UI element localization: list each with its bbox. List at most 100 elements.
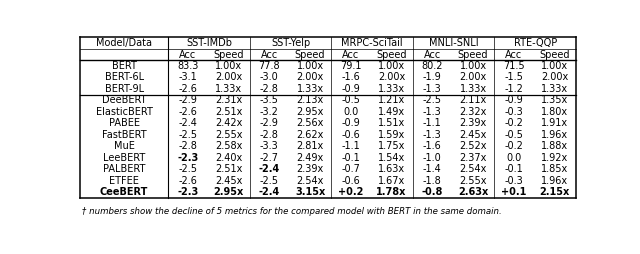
Text: 2.95x: 2.95x (213, 187, 244, 197)
Text: 2.00x: 2.00x (215, 72, 242, 82)
Text: PABEE: PABEE (109, 118, 140, 128)
Text: 1.54x: 1.54x (378, 153, 405, 163)
Text: Speed: Speed (213, 50, 244, 59)
Text: 2.42x: 2.42x (215, 118, 242, 128)
Text: 2.45x: 2.45x (215, 176, 242, 185)
Text: -1.4: -1.4 (423, 164, 442, 174)
Text: RTE-QQP: RTE-QQP (514, 38, 557, 48)
Text: 1.33x: 1.33x (541, 84, 568, 94)
Text: -1.2: -1.2 (504, 84, 524, 94)
Text: 1.85x: 1.85x (541, 164, 568, 174)
Text: -2.4: -2.4 (179, 118, 197, 128)
Text: -0.9: -0.9 (341, 84, 360, 94)
Text: 2.39x: 2.39x (296, 164, 324, 174)
Text: 2.51x: 2.51x (215, 107, 242, 117)
Text: 77.8: 77.8 (259, 61, 280, 71)
Text: 71.5: 71.5 (503, 61, 525, 71)
Text: 1.00x: 1.00x (378, 61, 405, 71)
Text: -3.5: -3.5 (260, 95, 278, 105)
Text: 2.00x: 2.00x (378, 72, 405, 82)
Text: 1.59x: 1.59x (378, 130, 405, 140)
Text: -3.0: -3.0 (260, 72, 278, 82)
Text: -1.0: -1.0 (423, 153, 442, 163)
Text: -0.5: -0.5 (504, 130, 524, 140)
Text: -1.6: -1.6 (341, 72, 360, 82)
Text: 2.00x: 2.00x (541, 72, 568, 82)
Text: 2.63x: 2.63x (458, 187, 488, 197)
Text: -2.9: -2.9 (179, 95, 197, 105)
Text: 1.33x: 1.33x (460, 84, 486, 94)
Text: 2.62x: 2.62x (296, 130, 324, 140)
Text: LeeBERT: LeeBERT (103, 153, 145, 163)
Text: -2.5: -2.5 (423, 95, 442, 105)
Text: -0.9: -0.9 (341, 118, 360, 128)
Text: 2.00x: 2.00x (460, 72, 486, 82)
Text: 2.32x: 2.32x (460, 107, 487, 117)
Text: 2.51x: 2.51x (215, 164, 242, 174)
Text: BERT-9L: BERT-9L (104, 84, 144, 94)
Text: MNLI-SNLI: MNLI-SNLI (429, 38, 479, 48)
Text: -2.3: -2.3 (177, 153, 198, 163)
Text: -0.8: -0.8 (422, 187, 443, 197)
Text: -2.5: -2.5 (260, 176, 279, 185)
Text: Acc: Acc (424, 50, 441, 59)
Text: -1.5: -1.5 (504, 72, 524, 82)
Text: MRPC-SciTail: MRPC-SciTail (341, 38, 403, 48)
Text: 2.52x: 2.52x (460, 141, 487, 151)
Text: -2.9: -2.9 (260, 118, 278, 128)
Text: Model/Data: Model/Data (96, 38, 152, 48)
Text: -1.1: -1.1 (423, 118, 442, 128)
Text: ElasticBERT: ElasticBERT (96, 107, 152, 117)
Text: Speed: Speed (540, 50, 570, 59)
Text: 1.88x: 1.88x (541, 141, 568, 151)
Text: SST-IMDb: SST-IMDb (186, 38, 232, 48)
Text: Speed: Speed (458, 50, 488, 59)
Text: -1.8: -1.8 (423, 176, 442, 185)
Text: 2.58x: 2.58x (215, 141, 242, 151)
Text: † numbers show the decline of 5 metrics for the compared model with BERT in the : † numbers show the decline of 5 metrics … (83, 207, 502, 216)
Text: -3.3: -3.3 (260, 141, 278, 151)
Text: 2.54x: 2.54x (460, 164, 487, 174)
Text: -1.3: -1.3 (423, 130, 442, 140)
Text: MuE: MuE (114, 141, 134, 151)
Text: 2.54x: 2.54x (296, 176, 324, 185)
Text: 1.33x: 1.33x (296, 84, 324, 94)
Text: -0.9: -0.9 (504, 95, 524, 105)
Text: PALBERT: PALBERT (103, 164, 145, 174)
Text: 2.56x: 2.56x (296, 118, 324, 128)
Text: -1.3: -1.3 (423, 107, 442, 117)
Text: -3.1: -3.1 (179, 72, 197, 82)
Text: 1.67x: 1.67x (378, 176, 405, 185)
Text: -0.2: -0.2 (504, 141, 524, 151)
Text: -0.7: -0.7 (341, 164, 360, 174)
Text: 0.0: 0.0 (343, 107, 358, 117)
Text: 2.55x: 2.55x (215, 130, 243, 140)
Text: 2.00x: 2.00x (296, 72, 324, 82)
Text: 2.81x: 2.81x (296, 141, 324, 151)
Text: -2.8: -2.8 (260, 130, 278, 140)
Text: -2.5: -2.5 (179, 130, 197, 140)
Text: +0.1: +0.1 (501, 187, 527, 197)
Text: BERT-6L: BERT-6L (104, 72, 144, 82)
Text: 1.00x: 1.00x (541, 61, 568, 71)
Text: -0.3: -0.3 (504, 107, 524, 117)
Text: 2.37x: 2.37x (460, 153, 487, 163)
Text: Acc: Acc (179, 50, 196, 59)
Text: -2.4: -2.4 (259, 187, 280, 197)
Text: 1.33x: 1.33x (378, 84, 405, 94)
Text: 1.75x: 1.75x (378, 141, 405, 151)
Text: 2.11x: 2.11x (460, 95, 486, 105)
Text: 79.1: 79.1 (340, 61, 362, 71)
Text: 83.3: 83.3 (177, 61, 198, 71)
Text: -2.7: -2.7 (260, 153, 279, 163)
Text: -2.6: -2.6 (179, 84, 197, 94)
Text: 2.31x: 2.31x (215, 95, 242, 105)
Text: 2.49x: 2.49x (296, 153, 324, 163)
Text: FastBERT: FastBERT (102, 130, 147, 140)
Text: 2.95x: 2.95x (296, 107, 324, 117)
Text: -0.3: -0.3 (504, 176, 524, 185)
Text: 1.51x: 1.51x (378, 118, 405, 128)
Text: Speed: Speed (376, 50, 407, 59)
Text: -0.6: -0.6 (341, 176, 360, 185)
Text: CeeBERT: CeeBERT (100, 187, 148, 197)
